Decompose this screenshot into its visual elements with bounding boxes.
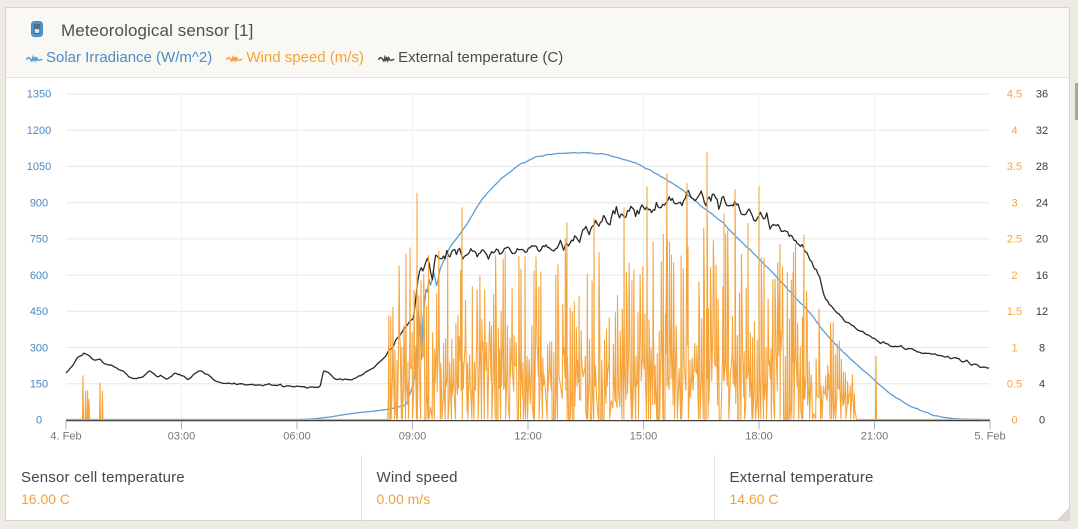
svg-text:4: 4 [1039,379,1045,391]
svg-text:4. Feb: 4. Feb [50,431,81,443]
svg-text:12:00: 12:00 [514,431,542,443]
svg-text:5. Feb: 5. Feb [974,431,1005,443]
svg-text:06:00: 06:00 [283,431,311,443]
svg-text:900: 900 [30,197,48,209]
svg-text:20: 20 [1036,234,1048,246]
svg-text:32: 32 [1036,125,1048,137]
svg-text:600: 600 [30,270,48,282]
svg-text:4: 4 [1011,125,1017,137]
svg-text:18:00: 18:00 [745,431,773,443]
svg-text:0: 0 [1039,415,1045,427]
svg-text:300: 300 [30,342,48,354]
svg-text:450: 450 [30,306,48,318]
svg-text:1350: 1350 [27,89,51,101]
svg-text:0.5: 0.5 [1007,379,1022,391]
svg-text:1050: 1050 [27,161,51,173]
svg-text:8: 8 [1039,342,1045,354]
svg-text:2.5: 2.5 [1007,234,1022,246]
svg-text:1.5: 1.5 [1007,306,1022,318]
svg-text:4.5: 4.5 [1007,89,1022,101]
svg-text:2: 2 [1011,270,1017,282]
svg-text:03:00: 03:00 [168,431,196,443]
svg-text:24: 24 [1036,197,1048,209]
svg-text:28: 28 [1036,161,1048,173]
svg-text:15:00: 15:00 [630,431,658,443]
svg-text:1200: 1200 [27,125,51,137]
svg-text:750: 750 [30,234,48,246]
svg-text:3.5: 3.5 [1007,161,1022,173]
svg-text:0: 0 [1011,415,1017,427]
svg-text:150: 150 [30,379,48,391]
svg-text:16: 16 [1036,270,1048,282]
svg-text:3: 3 [1011,197,1017,209]
svg-text:1: 1 [1011,342,1017,354]
svg-text:21:00: 21:00 [861,431,889,443]
svg-text:12: 12 [1036,306,1048,318]
svg-text:09:00: 09:00 [399,431,427,443]
svg-text:0: 0 [36,415,42,427]
svg-text:36: 36 [1036,89,1048,101]
